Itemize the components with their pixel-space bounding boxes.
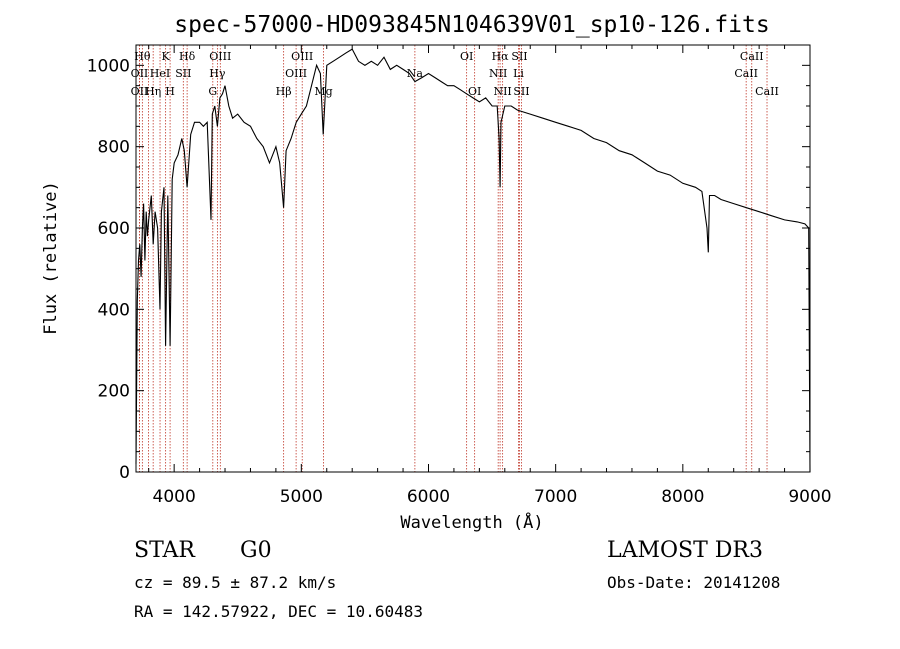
y-axis-ticks: 0 200 400 600 800 1000 [87,56,810,483]
emission-line-labels: HθOIIOIIHηHeIKHSIIHδGHγOIIIHβOIIIOIIIMgN… [131,50,779,98]
marker-label-8: SII [175,67,191,80]
marker-label-28: CaII [755,85,779,98]
marker-label-6: K [162,50,171,63]
marker-label-23: Li [513,67,524,80]
y-tick-label-0: 0 [119,463,130,483]
marker-label-0: Hθ [134,50,151,63]
y-tick-label-5: 1000 [87,56,130,76]
marker-label-2: OII [131,85,149,98]
plot-frame [135,44,811,473]
y-tick-label-1: 200 [98,382,130,402]
marker-label-1: OII [131,67,149,80]
x-tick-label-2: 6000 [407,487,450,507]
y-axis-label: Flux (relative) [41,181,61,335]
marker-label-13: Hβ [276,85,292,98]
marker-label-9: Hδ [179,50,196,63]
y-tick-label-3: 600 [98,219,130,239]
marker-label-5: HeI [150,67,170,80]
marker-label-12: OIII [209,50,231,63]
x-tick-label-0: 4000 [153,487,196,507]
marker-label-11: Hγ [209,67,226,80]
marker-label-15: OIII [291,50,313,63]
spectrum-line [135,48,811,473]
x-tick-label-3: 7000 [534,487,577,507]
marker-label-26: CaII [734,67,758,80]
x-tick-label-4: 8000 [661,487,704,507]
marker-label-4: Hη [145,85,161,98]
emission-line-markers [139,45,768,472]
marker-label-16: Mg [314,85,332,98]
object-class: STAR [134,538,195,563]
chart-title: spec-57000-HD093845N104639V01_sp10-126.f… [174,12,769,38]
y-tick-label-4: 800 [98,138,130,158]
y-tick-label-2: 400 [98,300,130,320]
marker-label-24: SII [511,50,527,63]
redshift-info: cz = 89.5 ± 87.2 km/s [134,573,337,592]
coordinates: RA = 142.57922, DEC = 10.60483 [134,602,423,621]
x-axis-label: Wavelength (Å) [400,511,543,533]
marker-label-7: H [165,85,175,98]
x-axis-ticks: 4000 5000 6000 7000 8000 9000 [148,45,832,507]
marker-label-10: G [208,85,217,98]
marker-label-25: SII [513,85,529,98]
observation-date: Obs-Date: 20141208 [607,573,781,592]
marker-label-27: CaII [740,50,764,63]
marker-label-19: OI [468,85,481,98]
x-tick-label-1: 5000 [280,487,323,507]
object-subclass: G0 [240,538,272,563]
marker-label-21: Hα [492,50,510,63]
marker-label-14: OIII [285,67,307,80]
marker-label-18: OI [460,50,473,63]
x-tick-label-5: 9000 [788,487,831,507]
marker-label-20: NII [489,67,507,80]
survey-name: LAMOST DR3 [607,538,763,563]
marker-label-22: NII [493,85,511,98]
